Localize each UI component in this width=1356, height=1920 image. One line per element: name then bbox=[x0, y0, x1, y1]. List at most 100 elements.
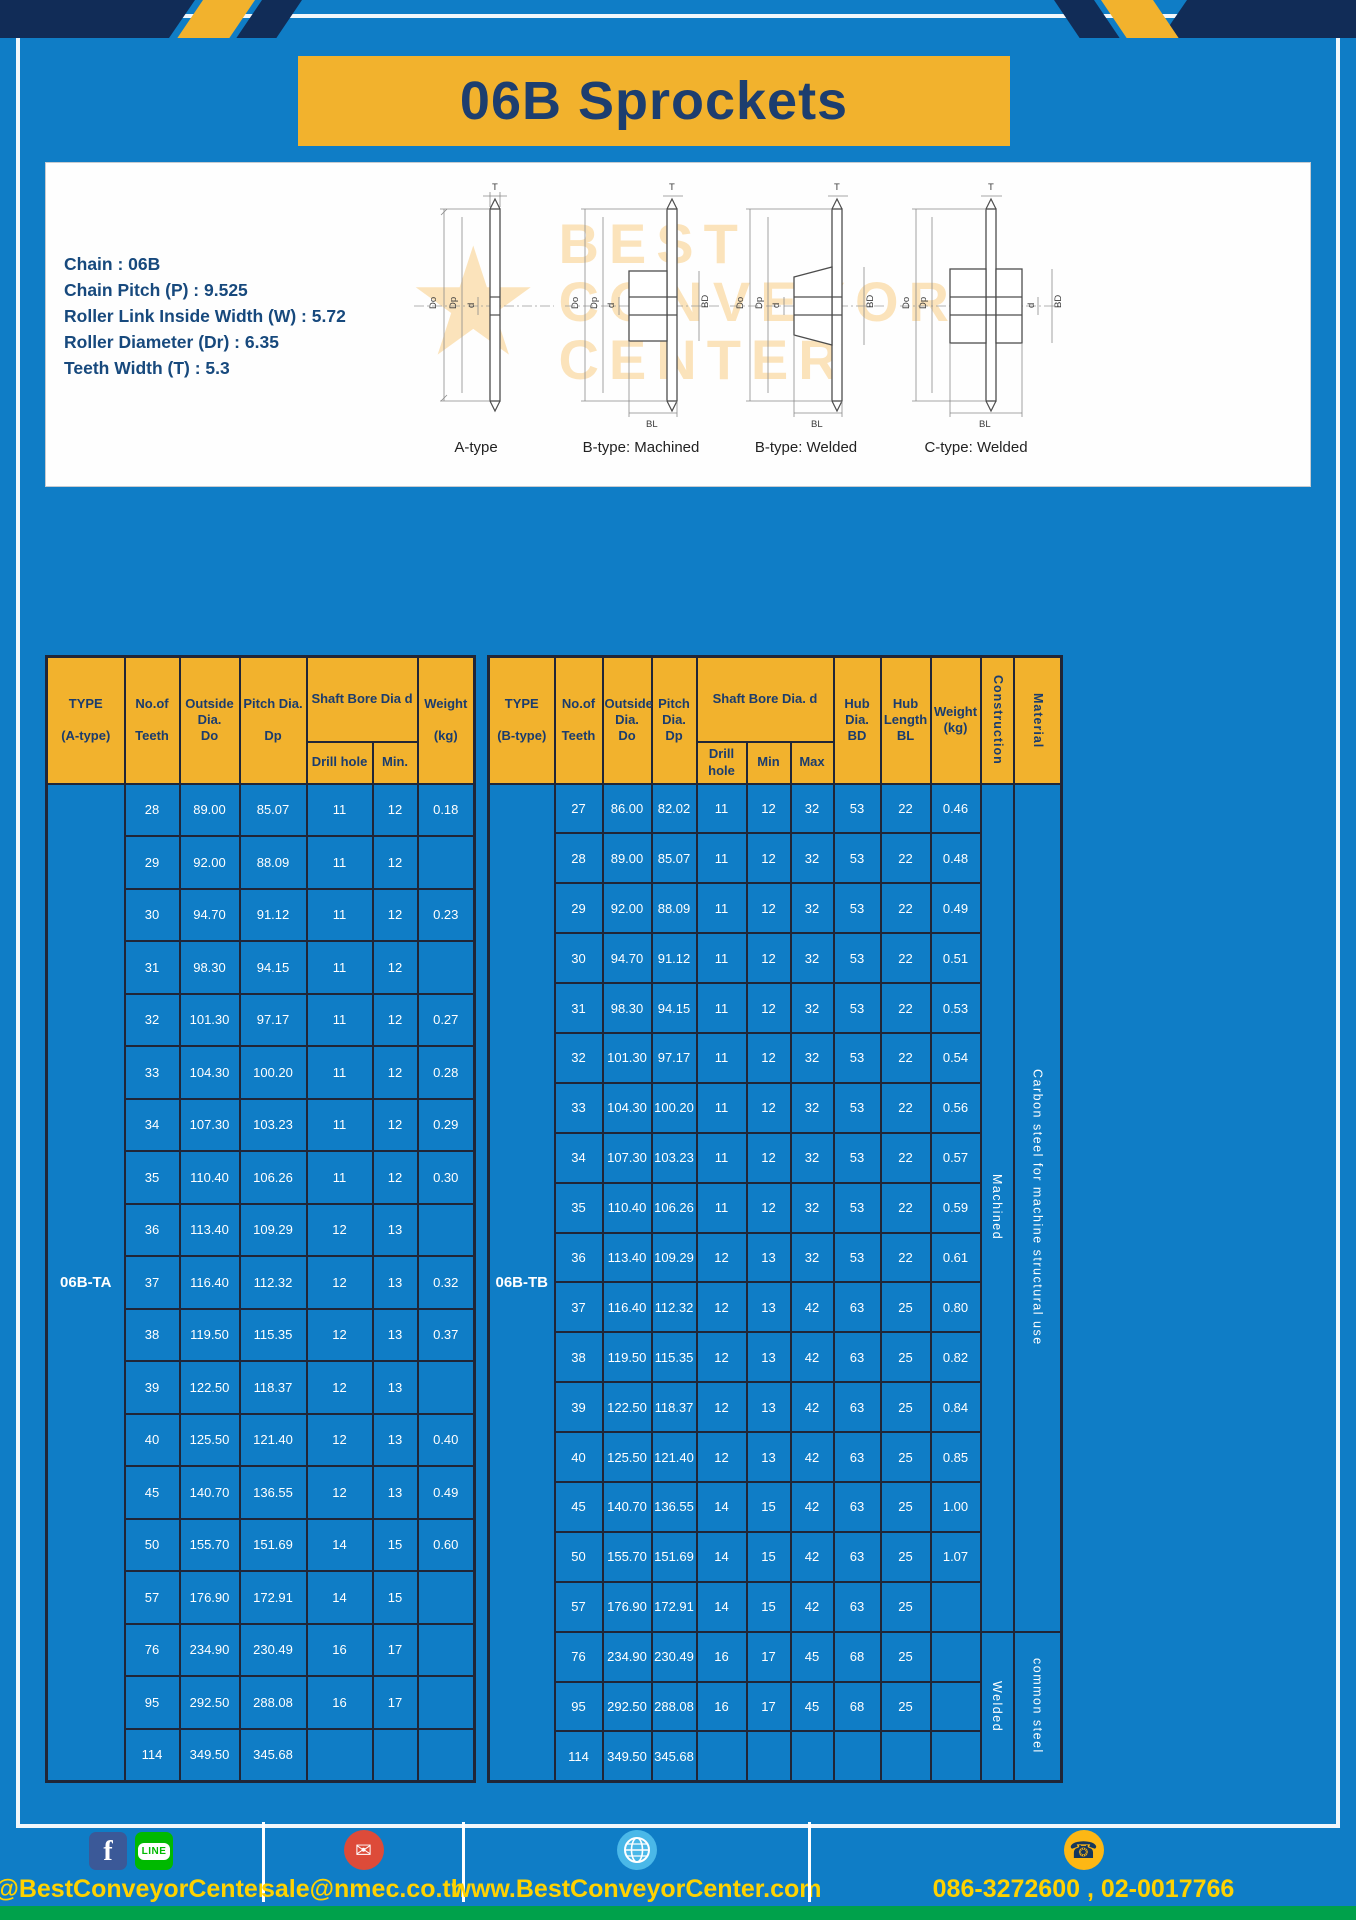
table-cell: 109.29 bbox=[238, 1202, 308, 1257]
table-cell bbox=[745, 1730, 792, 1783]
table-cell: 39 bbox=[123, 1360, 181, 1415]
construction-cell: Machined bbox=[979, 782, 1015, 1633]
header-teeth: No.of Teeth bbox=[123, 655, 181, 785]
table-cell bbox=[416, 1360, 476, 1415]
table-cell: 0.84 bbox=[929, 1381, 982, 1434]
dim-label-d: d bbox=[606, 303, 617, 308]
table-cell: 118.37 bbox=[650, 1381, 698, 1434]
table-cell: 155.70 bbox=[178, 1517, 241, 1572]
spec-line-roller-dia: Roller Diameter (Dr) : 6.35 bbox=[64, 332, 279, 352]
header-construction: Construction bbox=[979, 655, 1015, 785]
table-cell: 22 bbox=[879, 882, 932, 935]
table-row: 95 292.50 288.08 16 17 bbox=[47, 1675, 476, 1730]
table-cell: 32 bbox=[789, 982, 835, 1034]
table-row: 31 98.30 94.15 11 12 32 53 22 0.53 bbox=[489, 982, 1062, 1034]
table-cell: 349.50 bbox=[178, 1727, 241, 1782]
dim-label-t: T bbox=[669, 182, 675, 193]
table-cell: 91.12 bbox=[650, 932, 698, 985]
table-cell: 13 bbox=[745, 1431, 792, 1483]
footer-website[interactable]: www.BestConveyorCenter.com bbox=[451, 1875, 822, 1903]
globe-icon[interactable] bbox=[616, 1830, 657, 1870]
table-cell: 68 bbox=[832, 1630, 882, 1683]
table-cell: 25 bbox=[879, 1680, 932, 1733]
table-cell: 15 bbox=[371, 1517, 419, 1572]
table-row: 31 98.30 94.15 11 12 bbox=[47, 940, 476, 995]
table-cell: 1.00 bbox=[929, 1480, 982, 1533]
table-cell: 106.26 bbox=[650, 1181, 698, 1234]
table-cell: 0.59 bbox=[929, 1181, 982, 1234]
table-cell: 82.02 bbox=[650, 782, 698, 835]
table-cell: 11 bbox=[305, 992, 374, 1047]
table-cell: 15 bbox=[371, 1570, 419, 1625]
header-shaft-bore: Shaft Bore Dia. d bbox=[695, 655, 835, 743]
table-row: 57 176.90 172.91 14 15 42 63 25 bbox=[489, 1580, 1062, 1633]
dim-label-d: d bbox=[1026, 303, 1037, 308]
dim-label-do: Do bbox=[901, 297, 912, 309]
header-pitch-dia: Pitch Dia. Dp bbox=[238, 655, 308, 785]
table-cell: 16 bbox=[305, 1622, 374, 1677]
table-cell: 63 bbox=[832, 1580, 882, 1633]
table-cell: 100.20 bbox=[650, 1081, 698, 1134]
footer-facebook-handle[interactable]: @BestConveyorCenter bbox=[0, 1875, 268, 1903]
table-cell: 0.85 bbox=[929, 1431, 982, 1483]
spec-line-teeth-width: Teeth Width (T) : 5.3 bbox=[64, 358, 230, 378]
table-cell: 0.27 bbox=[416, 992, 476, 1047]
table-cell: 151.69 bbox=[238, 1517, 308, 1572]
footer-divider bbox=[808, 1822, 811, 1902]
table-cell: 40 bbox=[123, 1412, 181, 1467]
diagram-b-type-machined: Do Dp d BD T BL B-type: Machined bbox=[551, 179, 731, 456]
table-cell: 12 bbox=[745, 932, 792, 985]
table-cell: 15 bbox=[745, 1580, 792, 1633]
table-cell: 116.40 bbox=[178, 1255, 241, 1310]
dim-label-bl: BL bbox=[646, 419, 658, 430]
table-cell bbox=[929, 1580, 982, 1633]
table-cell: 121.40 bbox=[650, 1431, 698, 1483]
table-cell: 13 bbox=[745, 1331, 792, 1384]
table-cell: 32 bbox=[789, 832, 835, 885]
bottom-green-bar bbox=[0, 1906, 1356, 1920]
sprocket-drawing-b-welded: Do Dp d BD T BL bbox=[730, 182, 886, 430]
spec-line-roller-width: Roller Link Inside Width (W) : 5.72 bbox=[64, 306, 346, 326]
table-cell: 16 bbox=[695, 1630, 748, 1683]
table-cell: 13 bbox=[371, 1255, 419, 1310]
table-cell: 0.29 bbox=[416, 1097, 476, 1152]
table-cell: 12 bbox=[695, 1381, 748, 1434]
table-cell: 0.56 bbox=[929, 1081, 982, 1134]
dim-label-d: d bbox=[771, 303, 782, 308]
table-cell: 110.40 bbox=[178, 1150, 241, 1205]
table-cell: 11 bbox=[695, 982, 748, 1034]
facebook-icon[interactable]: f bbox=[89, 1832, 127, 1870]
table-cell: 14 bbox=[695, 1580, 748, 1633]
email-icon[interactable]: ✉ bbox=[343, 1830, 384, 1870]
header-type-a: TYPE (A-type) bbox=[45, 655, 126, 785]
table-cell: 0.49 bbox=[416, 1465, 476, 1520]
table-cell: 11 bbox=[305, 1045, 374, 1100]
table-row: 36 113.40 109.29 12 13 32 53 22 0.61 bbox=[489, 1231, 1062, 1284]
table-cell: 101.30 bbox=[601, 1031, 653, 1084]
table-cell: 32 bbox=[789, 932, 835, 985]
table-cell: 53 bbox=[832, 982, 882, 1034]
table-cell: 11 bbox=[695, 1131, 748, 1184]
table-cell: 91.12 bbox=[238, 887, 308, 942]
table-cell: 22 bbox=[879, 832, 932, 885]
table-cell: 95 bbox=[553, 1680, 604, 1733]
table-cell: 345.68 bbox=[650, 1730, 698, 1783]
table-cell: 12 bbox=[371, 1045, 419, 1100]
table-cell: 230.49 bbox=[238, 1622, 308, 1677]
table-cell: 12 bbox=[695, 1281, 748, 1334]
table-cell: 288.08 bbox=[238, 1675, 308, 1730]
table-cell: 38 bbox=[123, 1307, 181, 1362]
table-cell: 0.32 bbox=[416, 1255, 476, 1310]
table-cell: 12 bbox=[371, 940, 419, 995]
line-icon[interactable]: LINE bbox=[135, 1832, 173, 1870]
spec-list: Chain : 06B Chain Pitch (P) : 9.525 Roll… bbox=[64, 251, 346, 381]
material-cell: common steel bbox=[1012, 1630, 1063, 1783]
phone-icon[interactable]: ☎ bbox=[1063, 1830, 1104, 1870]
table-cell bbox=[929, 1630, 982, 1683]
table-cell: 53 bbox=[832, 882, 882, 935]
table-cell: 92.00 bbox=[178, 835, 241, 890]
dim-label-t: T bbox=[834, 182, 840, 193]
header-weight: Weight (kg) bbox=[929, 655, 982, 785]
footer-phone-numbers[interactable]: 086-3272600 , 02-0017766 bbox=[932, 1875, 1235, 1903]
footer-email[interactable]: sale@nmec.co.th bbox=[261, 1875, 467, 1903]
